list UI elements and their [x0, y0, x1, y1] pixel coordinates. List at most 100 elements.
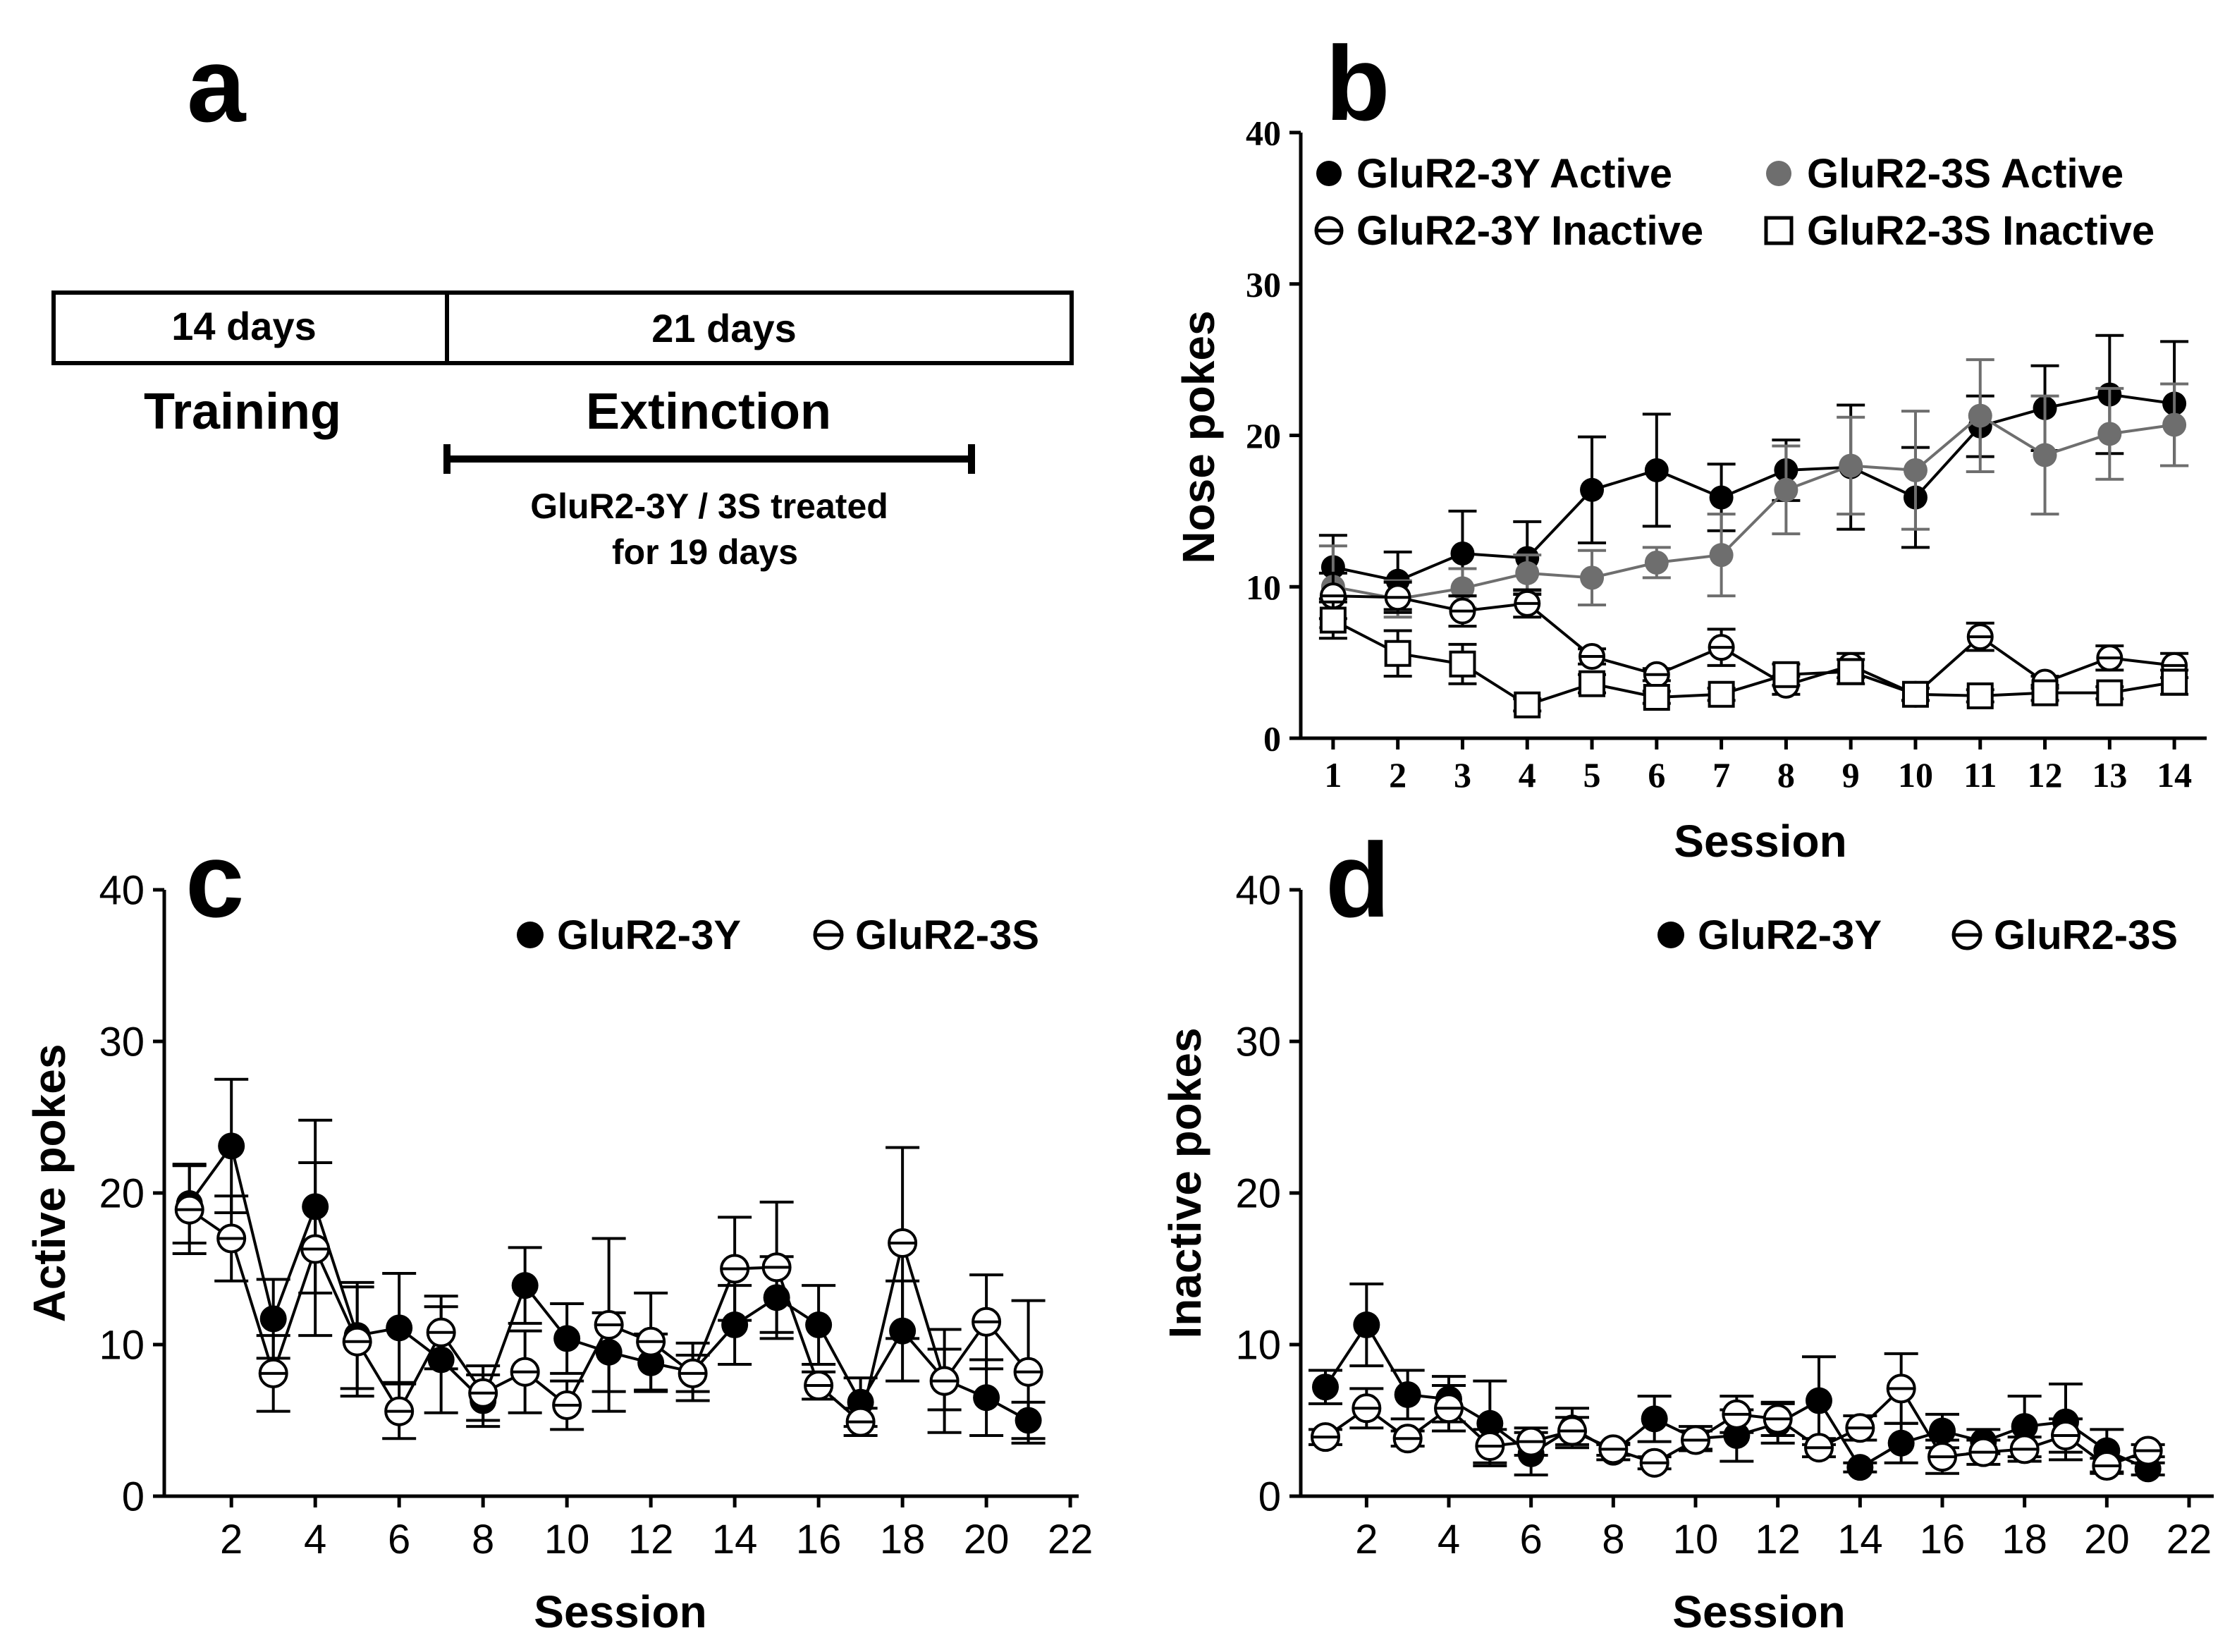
- legend-b-marker-2: [1314, 216, 1344, 245]
- data-point: [1722, 1399, 1752, 1429]
- data-point: [2033, 443, 2057, 467]
- panel-a: a 14 days 21 days Training Extinction Gl…: [51, 25, 1074, 572]
- training-days-label: 14 days: [171, 304, 317, 348]
- y-axis-label-c: Active pokes: [24, 1044, 75, 1323]
- y-tick-label-c: 20: [99, 1170, 145, 1216]
- x-tick-label-d: 8: [1602, 1517, 1624, 1562]
- data-point: [1311, 1422, 1340, 1452]
- x-tick-label-d: 14: [1837, 1517, 1883, 1562]
- data-point: [1709, 543, 1734, 568]
- legend-d-label-1: GluR2-3S: [1994, 912, 2178, 958]
- data-point: [1641, 1405, 1668, 1433]
- data-point: [426, 1317, 456, 1347]
- data-point: [1598, 1434, 1629, 1464]
- data-point: [2011, 1413, 2038, 1440]
- y-tick-label-c: 10: [99, 1322, 145, 1368]
- data-point: [2096, 644, 2123, 672]
- data-point: [342, 1326, 372, 1357]
- data-point: [1353, 1311, 1380, 1339]
- data-point: [1514, 691, 1541, 718]
- data-point: [1450, 542, 1475, 566]
- data-point: [1806, 1387, 1832, 1414]
- data-point: [2133, 1436, 2163, 1466]
- x-tick-label-d: 4: [1438, 1517, 1460, 1562]
- data-point: [2051, 1421, 2080, 1450]
- chart-c: 0 10 20 30 40 2 4 6 8 10 12 14 16 18 20 22 Session Active…: [24, 867, 1093, 1637]
- data-point: [1772, 661, 1800, 688]
- x-tick-label-d: 12: [1755, 1517, 1801, 1562]
- legend-b-marker-3: [1764, 216, 1794, 245]
- series-b-3: [1318, 600, 2189, 718]
- data-point: [1774, 477, 1798, 502]
- y-tick-label-d: 0: [1258, 1474, 1281, 1519]
- x-tick-label-b: 12: [2028, 755, 2063, 795]
- data-point: [1763, 1404, 1793, 1434]
- legend-d-label-0: GluR2-3Y: [1698, 912, 1882, 958]
- data-point: [2162, 412, 2187, 437]
- legend-c-marker-1: [813, 919, 844, 950]
- data-point: [805, 1311, 833, 1339]
- x-tick-label-c: 14: [712, 1517, 758, 1562]
- treatment-line-1: GluR2-3Y / 3S treated: [530, 487, 888, 526]
- legend-c-marker-0: [517, 922, 544, 948]
- treatment-line-2: for 19 days: [612, 532, 798, 572]
- x-tick-label-b: 4: [1519, 755, 1536, 795]
- data-point: [2009, 1434, 2040, 1464]
- data-point: [1319, 606, 1347, 634]
- x-axis-label-b: Session: [1674, 816, 1846, 867]
- y-axis-label-d: Inactive pokes: [1160, 1027, 1211, 1338]
- y-tick-label-d: 20: [1235, 1170, 1281, 1216]
- data-point: [1516, 1426, 1546, 1457]
- data-point: [1557, 1416, 1587, 1446]
- data-point: [1639, 1448, 1669, 1478]
- data-point: [1709, 485, 1734, 510]
- y-tick-label-c: 0: [122, 1474, 145, 1519]
- series-c-1: [172, 1146, 1046, 1445]
- data-point: [1839, 453, 1863, 478]
- panel-d-letter: d: [1325, 821, 1390, 939]
- y-tick-label-c: 40: [99, 867, 145, 913]
- extinction-days-label: 21 days: [651, 306, 797, 350]
- data-point: [1579, 643, 1606, 671]
- data-point: [1901, 680, 1929, 708]
- legend-b-label-1: GluR2-3S Active: [1807, 151, 2123, 197]
- data-point: [1384, 640, 1411, 667]
- y-tick-label-b: 0: [1263, 719, 1281, 759]
- panel-c-letter: c: [185, 821, 244, 939]
- data-point: [1449, 650, 1476, 678]
- x-axis-label-c: Session: [534, 1586, 706, 1637]
- x-tick-label-b: 13: [2092, 755, 2127, 795]
- x-tick-label-c: 6: [388, 1517, 410, 1562]
- data-point: [929, 1366, 960, 1396]
- data-point: [511, 1272, 539, 1299]
- data-point: [1929, 1417, 1956, 1445]
- x-tick-label-b: 3: [1454, 755, 1471, 795]
- x-tick-label-d: 10: [1673, 1517, 1719, 1562]
- panel-b-letter: b: [1325, 24, 1390, 142]
- x-tick-label-c: 8: [472, 1517, 494, 1562]
- x-tick-label-d: 22: [2166, 1517, 2212, 1562]
- data-point: [1968, 403, 1992, 428]
- data-point: [1681, 1425, 1710, 1455]
- legend-b: GluR2-3Y Active GluR2-3S Active GluR2-3Y…: [1314, 151, 2155, 254]
- x-tick-label-b: 5: [1583, 755, 1601, 795]
- data-point: [2031, 679, 2059, 706]
- data-point: [1449, 597, 1476, 625]
- panel-a-letter: a: [187, 25, 247, 144]
- data-point: [174, 1194, 204, 1225]
- x-tick-label-d: 18: [2002, 1517, 2047, 1562]
- x-tick-label-c: 10: [544, 1517, 590, 1562]
- y-tick-label-b: 10: [1246, 568, 1281, 607]
- data-point: [1708, 634, 1735, 661]
- data-point: [1450, 576, 1475, 601]
- data-point: [1352, 1393, 1382, 1424]
- legend-b-marker-1: [1766, 161, 1791, 186]
- x-tick-label-b: 14: [2157, 755, 2192, 795]
- data-point: [1846, 1454, 1874, 1481]
- data-point: [216, 1223, 247, 1254]
- data-point: [720, 1254, 750, 1284]
- extinction-box: [445, 290, 1074, 365]
- data-point: [721, 1311, 749, 1339]
- data-point: [2097, 422, 2122, 446]
